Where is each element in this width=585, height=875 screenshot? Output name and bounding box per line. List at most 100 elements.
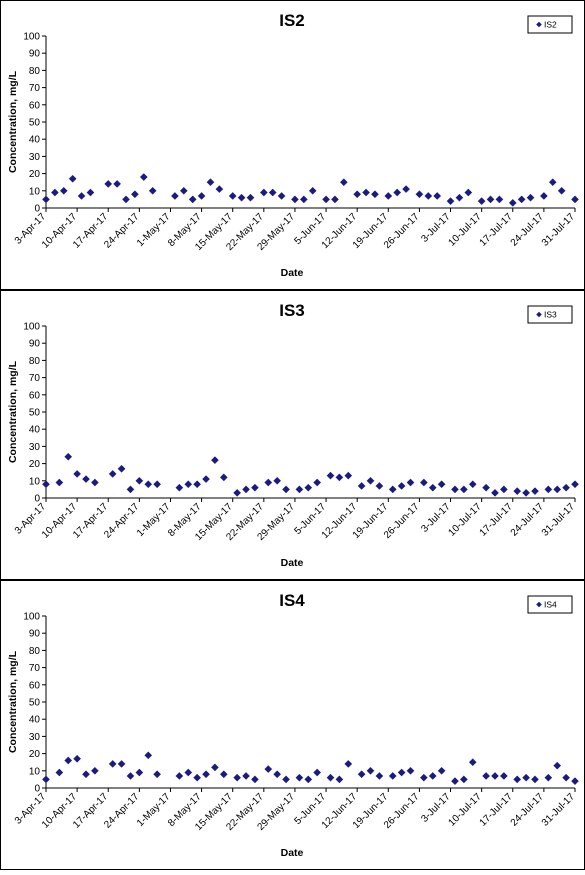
data-point	[251, 483, 259, 492]
y-tick-label: 20	[29, 169, 41, 180]
y-tick-label: 100	[23, 32, 40, 43]
y-tick-label: 40	[29, 715, 41, 726]
data-point	[557, 186, 566, 195]
data-point	[144, 751, 153, 760]
data-point	[282, 485, 290, 494]
chart-title: IS3	[279, 301, 305, 320]
data-point	[175, 772, 184, 780]
data-point	[548, 178, 557, 187]
data-point	[393, 188, 402, 197]
data-point	[197, 192, 206, 200]
data-point	[402, 185, 410, 193]
y-tick-label: 80	[29, 356, 41, 367]
y-tick-label: 0	[34, 784, 40, 795]
data-point	[86, 188, 95, 197]
x-axis-label: Date	[281, 847, 304, 859]
data-point	[193, 480, 202, 489]
y-axis-label: Concentration, mg/L	[7, 360, 19, 463]
data-point	[308, 186, 317, 195]
data-point	[193, 773, 202, 782]
y-tick-label: 80	[29, 646, 41, 657]
data-point	[237, 193, 246, 202]
data-point	[562, 773, 570, 782]
data-point	[219, 473, 228, 482]
y-tick-label: 70	[29, 83, 41, 94]
data-point	[451, 777, 459, 786]
data-point	[51, 188, 59, 197]
y-tick-label: 10	[29, 186, 41, 197]
y-tick-label: 60	[29, 100, 41, 111]
data-point	[179, 186, 188, 195]
data-point	[437, 766, 446, 775]
y-tick-label: 50	[29, 408, 41, 419]
data-point	[295, 773, 304, 782]
data-point	[251, 775, 259, 784]
data-point	[571, 777, 579, 786]
legend-marker	[536, 21, 542, 28]
data-point	[122, 195, 130, 204]
data-point	[531, 487, 539, 496]
data-point	[451, 485, 459, 494]
data-point	[455, 193, 464, 202]
data-point	[468, 480, 477, 489]
data-point	[522, 773, 530, 782]
data-point	[366, 766, 375, 775]
data-point	[82, 475, 90, 483]
chart-panel-is3: IS3 Concentration, mg/L Date 0 10 20 30 40 50…	[0, 290, 585, 580]
data-point	[299, 195, 308, 204]
data-point	[104, 180, 113, 188]
data-point	[553, 485, 562, 494]
data-point	[91, 766, 99, 775]
data-point	[184, 480, 193, 489]
data-point	[459, 485, 468, 494]
data-point	[313, 478, 322, 487]
data-point	[491, 488, 499, 497]
y-tick-label: 10	[29, 476, 41, 487]
data-point	[64, 756, 73, 765]
data-point	[295, 485, 304, 494]
data-point	[513, 775, 522, 784]
data-point	[135, 768, 144, 777]
data-point	[108, 470, 117, 478]
y-tick-label: 60	[29, 390, 41, 401]
data-point	[202, 770, 210, 779]
data-point	[211, 456, 219, 465]
y-tick-label: 90	[29, 49, 41, 60]
data-point	[113, 180, 122, 188]
data-point	[362, 188, 370, 197]
data-point	[397, 482, 406, 490]
data-point	[64, 452, 73, 461]
data-point	[491, 772, 499, 780]
data-point	[277, 192, 286, 200]
y-tick-label: 30	[29, 152, 41, 163]
data-point	[482, 772, 490, 780]
legend-label: IS4	[544, 600, 557, 610]
data-point	[291, 195, 299, 204]
x-axis-label: Date	[281, 557, 304, 569]
data-point	[415, 190, 424, 199]
data-point	[544, 485, 553, 494]
data-point	[499, 485, 508, 494]
y-tick-label: 100	[23, 612, 40, 623]
data-point	[273, 476, 282, 485]
data-point	[344, 471, 353, 480]
data-point	[464, 188, 473, 197]
data-point	[211, 763, 219, 772]
data-point	[219, 770, 228, 779]
data-point	[366, 476, 375, 485]
legend: IS4	[527, 595, 573, 614]
y-tick-label: 20	[29, 459, 41, 470]
data-point	[446, 197, 455, 206]
legend-box	[527, 595, 573, 614]
data-point	[562, 483, 570, 492]
data-point	[126, 772, 135, 780]
data-point	[273, 770, 282, 779]
data-point	[117, 760, 126, 768]
legend-marker	[536, 601, 542, 608]
data-point	[153, 480, 162, 489]
y-tick-label: 80	[29, 66, 41, 77]
data-point	[495, 195, 504, 204]
chart-title: IS2	[279, 11, 305, 30]
